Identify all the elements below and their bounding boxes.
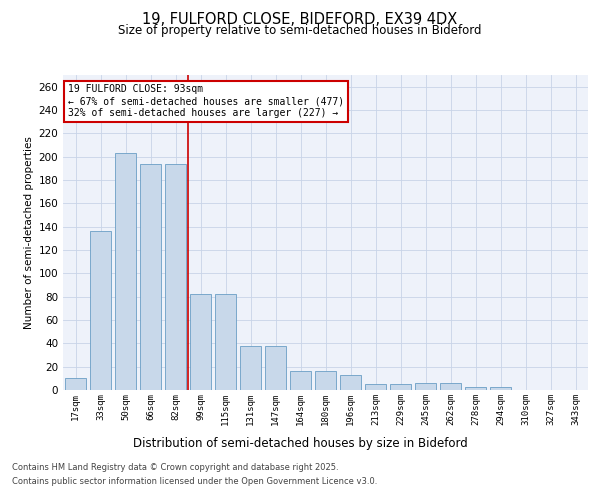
- Bar: [465, 386, 486, 390]
- Bar: [265, 346, 286, 390]
- Text: 19 FULFORD CLOSE: 93sqm
← 67% of semi-detached houses are smaller (477)
32% of s: 19 FULFORD CLOSE: 93sqm ← 67% of semi-de…: [68, 84, 344, 117]
- Bar: [90, 232, 111, 390]
- Bar: [340, 375, 361, 390]
- Bar: [390, 384, 411, 390]
- Bar: [315, 372, 336, 390]
- Text: Contains public sector information licensed under the Open Government Licence v3: Contains public sector information licen…: [12, 478, 377, 486]
- Bar: [440, 383, 461, 390]
- Bar: [290, 372, 311, 390]
- Bar: [215, 294, 236, 390]
- Bar: [190, 294, 211, 390]
- Bar: [65, 378, 86, 390]
- Bar: [165, 164, 186, 390]
- Bar: [415, 383, 436, 390]
- Text: 19, FULFORD CLOSE, BIDEFORD, EX39 4DX: 19, FULFORD CLOSE, BIDEFORD, EX39 4DX: [142, 12, 458, 28]
- Y-axis label: Number of semi-detached properties: Number of semi-detached properties: [24, 136, 34, 329]
- Bar: [115, 153, 136, 390]
- Bar: [490, 386, 511, 390]
- Text: Size of property relative to semi-detached houses in Bideford: Size of property relative to semi-detach…: [118, 24, 482, 37]
- Text: Contains HM Land Registry data © Crown copyright and database right 2025.: Contains HM Land Registry data © Crown c…: [12, 462, 338, 471]
- Bar: [365, 384, 386, 390]
- Bar: [240, 346, 261, 390]
- Bar: [140, 164, 161, 390]
- Text: Distribution of semi-detached houses by size in Bideford: Distribution of semi-detached houses by …: [133, 438, 467, 450]
